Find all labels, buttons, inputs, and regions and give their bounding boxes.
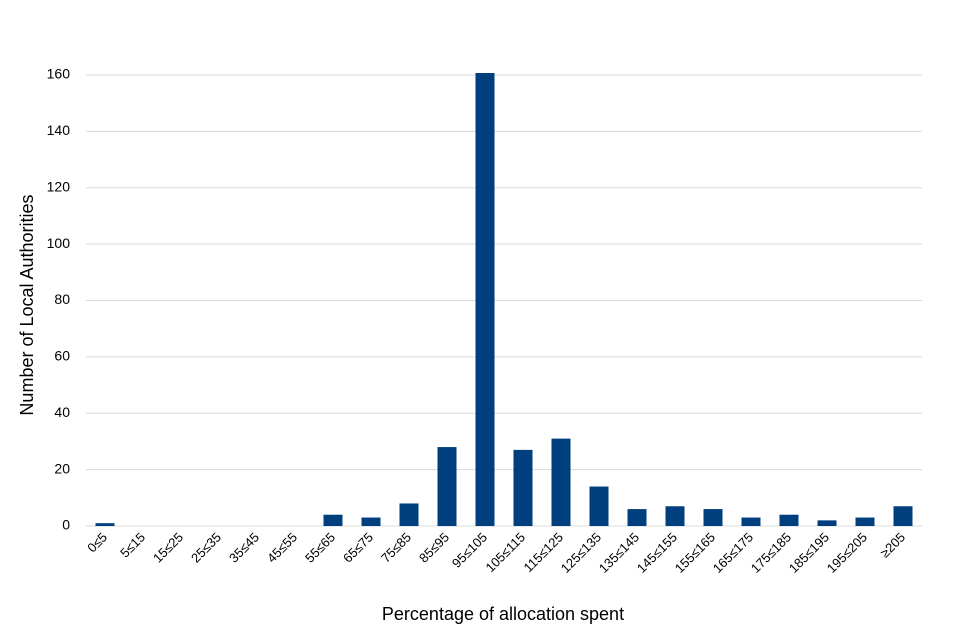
x-tick-label: 15≤25: [150, 530, 186, 566]
bar: [665, 506, 685, 526]
x-tick-label: 105≤115: [482, 530, 528, 576]
bar: [513, 449, 533, 526]
x-tick-label: 115≤125: [520, 530, 566, 576]
bar: [589, 486, 609, 526]
y-tick-label: 140: [47, 122, 71, 138]
x-axis-ticks: 0≤5 5≤15 15≤25 25≤35 35≤45 45≤55 55≤65 65≤75 75≤…: [84, 530, 908, 576]
bar: [399, 503, 419, 526]
bar: [703, 509, 723, 526]
x-tick-label: 195≤205: [824, 530, 870, 576]
bar: [437, 447, 457, 526]
x-tick-label: 85≤95: [416, 530, 452, 566]
x-tick-label: 135≤145: [596, 530, 642, 576]
x-tick-label: 0≤5: [84, 530, 110, 556]
x-tick-label: 185≤195: [786, 530, 832, 576]
y-tick-label: 0: [62, 517, 70, 533]
x-tick-label: 75≤85: [378, 530, 414, 566]
x-tick-label: 25≤35: [188, 530, 224, 566]
gridlines: [86, 74, 922, 527]
x-tick-label: 165≤175: [710, 530, 756, 576]
bar: [95, 523, 115, 526]
y-axis-ticks: 0 20 40 60 80 100 120 140 160: [47, 66, 71, 533]
bar: [817, 520, 837, 526]
bar: [855, 517, 875, 526]
y-axis-title: Number of Local Authorities: [17, 194, 37, 415]
x-tick-label: 145≤155: [634, 530, 680, 576]
x-tick-label: 125≤135: [558, 530, 604, 576]
x-tick-label: ≥205: [877, 530, 908, 561]
x-tick-label: 155≤165: [672, 530, 718, 576]
y-tick-label: 40: [54, 404, 70, 420]
y-tick-label: 20: [54, 460, 70, 476]
bars: [95, 73, 913, 526]
x-tick-label: 175≤185: [748, 530, 794, 576]
x-tick-label: 5≤15: [117, 530, 148, 561]
y-tick-label: 60: [54, 348, 70, 364]
y-tick-label: 100: [47, 235, 71, 251]
x-tick-label: 65≤75: [340, 530, 376, 566]
bar: [475, 73, 495, 526]
bar: [551, 438, 571, 526]
y-tick-label: 80: [54, 291, 70, 307]
x-axis-title: Percentage of allocation spent: [382, 604, 624, 624]
x-tick-label: 35≤45: [226, 530, 262, 566]
bar: [323, 514, 343, 526]
y-tick-label: 120: [47, 178, 71, 194]
bar: [361, 517, 381, 526]
x-tick-label: 45≤55: [264, 530, 300, 566]
bar: [893, 506, 913, 526]
bar: [741, 517, 761, 526]
y-tick-label: 160: [47, 66, 71, 82]
x-tick-label: 55≤65: [302, 530, 338, 566]
bar: [779, 514, 799, 526]
bar: [627, 509, 647, 526]
